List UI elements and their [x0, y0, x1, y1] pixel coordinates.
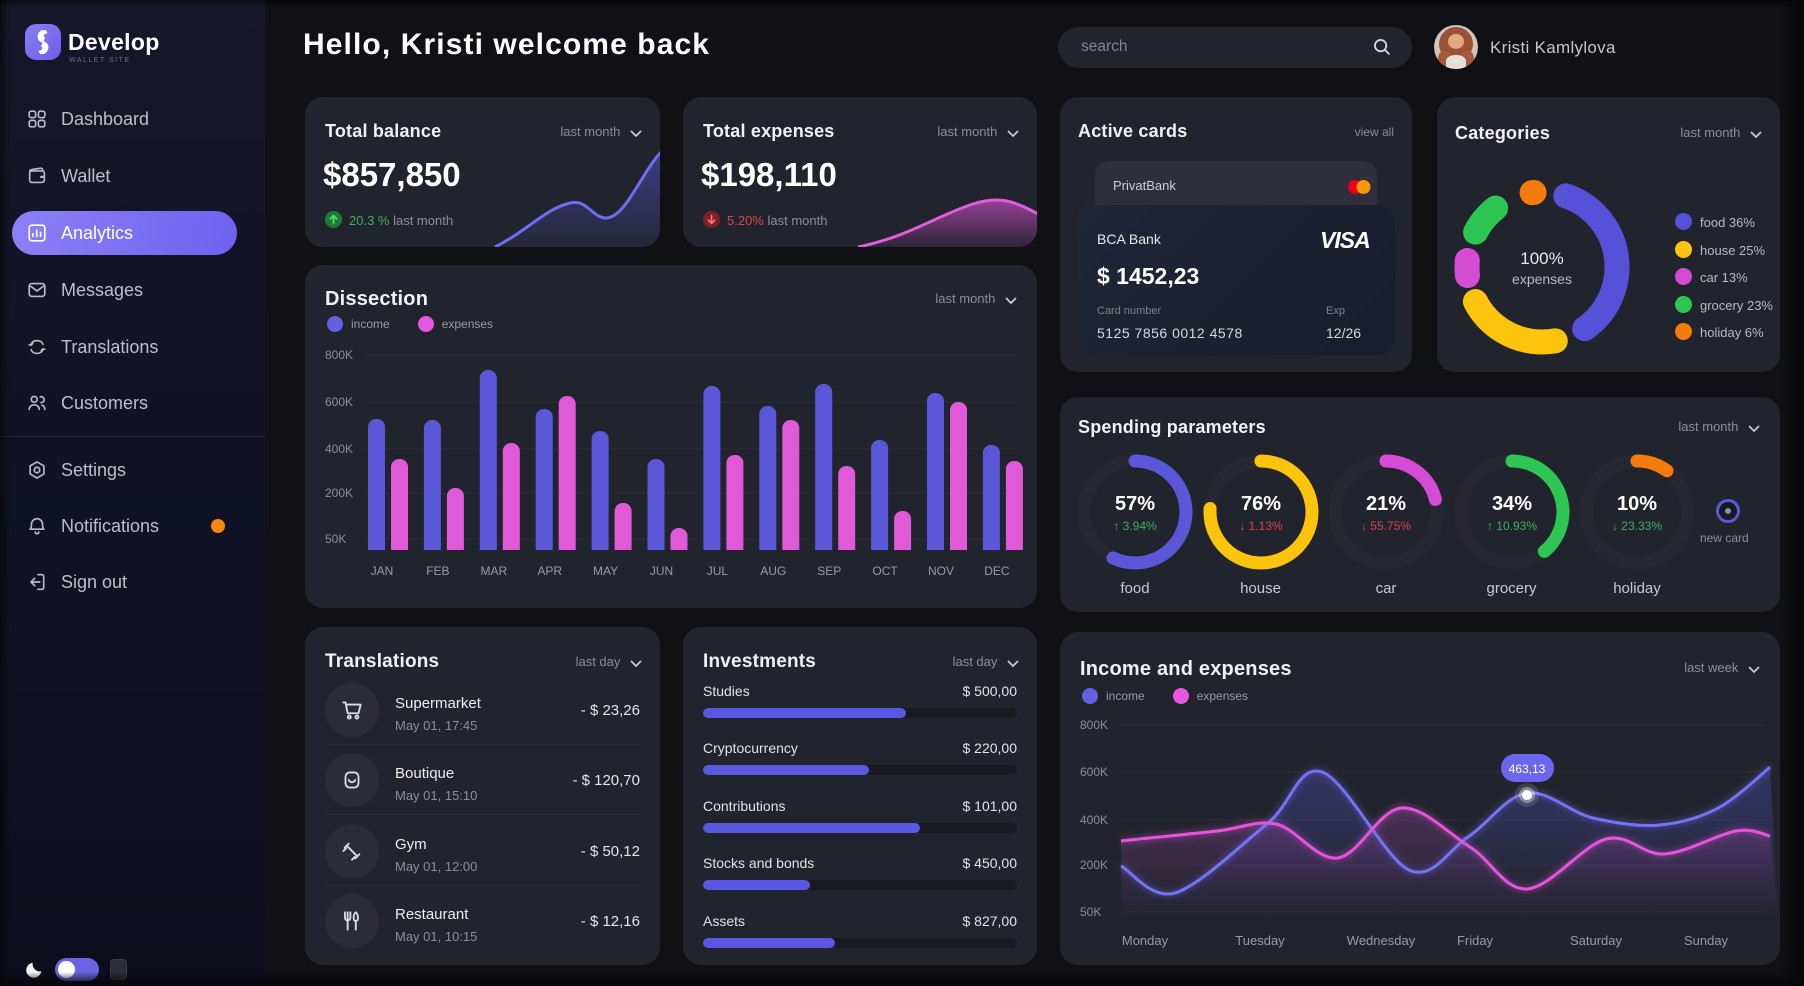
svg-text:400K: 400K [1080, 813, 1108, 827]
svg-text:50K: 50K [1080, 905, 1101, 919]
svg-text:10%: 10% [1617, 493, 1657, 515]
svg-text:200K: 200K [1080, 858, 1108, 872]
svg-text:↑ 10.93%: ↑ 10.93% [1486, 519, 1536, 533]
svg-text:APR: APR [537, 564, 562, 578]
svg-text:400K: 400K [325, 442, 353, 456]
svg-text:↑ 3.94%: ↑ 3.94% [1113, 519, 1157, 533]
svg-text:Saturday: Saturday [1570, 933, 1623, 948]
svg-text:DEC: DEC [984, 564, 1010, 578]
svg-text:MAY: MAY [593, 564, 618, 578]
svg-text:34%: 34% [1491, 493, 1531, 515]
svg-text:AUG: AUG [760, 564, 786, 578]
svg-text:600K: 600K [1080, 765, 1108, 779]
svg-text:50K: 50K [325, 532, 346, 546]
svg-text:FEB: FEB [426, 564, 449, 578]
svg-text:21%: 21% [1366, 493, 1406, 515]
svg-text:Wednesday: Wednesday [1347, 933, 1416, 948]
svg-text:JAN: JAN [371, 564, 394, 578]
svg-text:800K: 800K [1080, 718, 1108, 732]
svg-text:JUL: JUL [707, 564, 729, 578]
svg-text:76%: 76% [1240, 493, 1280, 515]
svg-text:↓ 23.33%: ↓ 23.33% [1612, 519, 1662, 533]
svg-text:Friday: Friday [1457, 933, 1494, 948]
svg-text:↓ 1.13%: ↓ 1.13% [1239, 519, 1283, 533]
svg-text:57%: 57% [1115, 493, 1155, 515]
svg-text:200K: 200K [325, 486, 353, 500]
svg-text:Monday: Monday [1122, 933, 1169, 948]
svg-text:463,13: 463,13 [1509, 762, 1546, 776]
svg-text:JUN: JUN [650, 564, 673, 578]
svg-text:OCT: OCT [872, 564, 898, 578]
svg-text:SEP: SEP [817, 564, 841, 578]
svg-text:800K: 800K [325, 348, 353, 362]
svg-text:↓ 55.75%: ↓ 55.75% [1361, 519, 1411, 533]
svg-text:600K: 600K [325, 395, 353, 409]
svg-text:Sunday: Sunday [1684, 933, 1729, 948]
svg-text:MAR: MAR [480, 564, 507, 578]
svg-text:NOV: NOV [928, 564, 954, 578]
svg-text:Tuesday: Tuesday [1235, 933, 1285, 948]
